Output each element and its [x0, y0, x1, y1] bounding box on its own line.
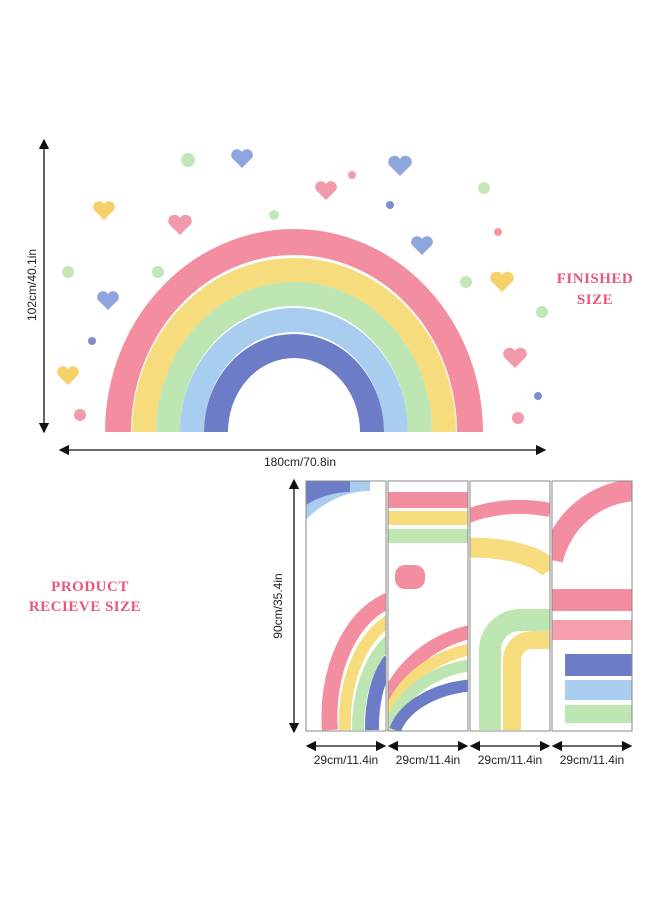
panel-width: 29cm/11.4in: [560, 753, 624, 767]
finished-height: 102cm/40.1in: [25, 249, 39, 321]
panel-width: 29cm/11.4in: [478, 753, 542, 767]
rainbow: [105, 229, 483, 433]
product-label: PRODUCT: [51, 579, 129, 595]
finished-width: 180cm/70.8in: [264, 455, 336, 469]
finished-label: FINISHED: [557, 271, 634, 287]
panel-height: 90cm/35.4in: [271, 573, 285, 638]
panel-width: 29cm/11.4in: [314, 753, 378, 767]
panel-width: 29cm/11.4in: [396, 753, 460, 767]
panels: [305, 480, 633, 732]
finished-label: SIZE: [577, 292, 613, 308]
panel-widths: 29cm/11.4in 29cm/11.4in 29cm/11.4in 29cm/11…: [305, 740, 633, 767]
product-label: RECIEVE SIZE: [29, 599, 141, 615]
decorations: [57, 149, 548, 424]
